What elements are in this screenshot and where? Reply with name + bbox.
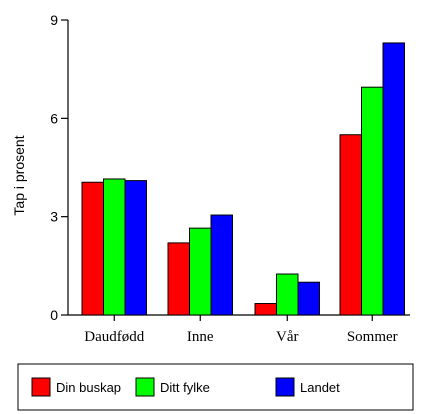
bar-sommer-3 xyxy=(382,42,405,316)
bar-sommer-1 xyxy=(339,134,362,316)
legend: Din buskap Ditt fylke Landet xyxy=(17,363,414,411)
x-tick-label: Inne xyxy=(187,329,214,345)
x-tick-label: Daudfødd xyxy=(84,329,144,345)
y-tick-label: 9 xyxy=(50,12,58,28)
legend-label: Din buskap xyxy=(56,380,121,395)
bar-daudfødd-1 xyxy=(81,181,104,316)
y-axis-label: Tap i prosent xyxy=(11,135,27,215)
legend-box xyxy=(17,363,414,411)
bar-vår-2 xyxy=(276,273,299,316)
legend-swatch xyxy=(135,377,155,397)
x-tick-label: Sommer xyxy=(347,329,398,345)
legend-label: Ditt fylke xyxy=(160,380,210,395)
bar-sommer-2 xyxy=(361,86,384,316)
x-tick-label: Vår xyxy=(276,329,299,345)
bar-vår-3 xyxy=(297,281,320,316)
bar-vår-1 xyxy=(254,303,277,316)
legend-swatch xyxy=(31,377,51,397)
y-tick-label: 3 xyxy=(50,209,58,225)
y-tick-label: 0 xyxy=(50,307,58,323)
bar-daudfødd-2 xyxy=(103,178,126,316)
bar-inne-2 xyxy=(189,227,212,316)
bar-daudfødd-3 xyxy=(124,180,147,316)
bar-inne-3 xyxy=(210,214,233,316)
legend-label: Landet xyxy=(300,380,340,395)
plot-area: 0 3 6 9 Tap i prosent Daudfødd Inne Vår Sommer xyxy=(11,12,410,345)
y-tick-label: 6 xyxy=(50,110,58,126)
bar-inne-1 xyxy=(167,242,190,316)
legend-swatch xyxy=(275,377,295,397)
